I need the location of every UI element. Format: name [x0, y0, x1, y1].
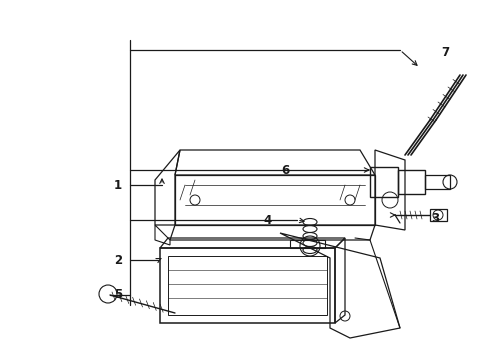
Text: 5: 5	[114, 288, 122, 302]
Text: 6: 6	[281, 163, 289, 176]
Text: 1: 1	[114, 179, 122, 192]
Text: 3: 3	[431, 212, 439, 225]
Text: 4: 4	[264, 213, 272, 226]
Text: 7: 7	[441, 45, 449, 59]
Text: 2: 2	[114, 253, 122, 266]
